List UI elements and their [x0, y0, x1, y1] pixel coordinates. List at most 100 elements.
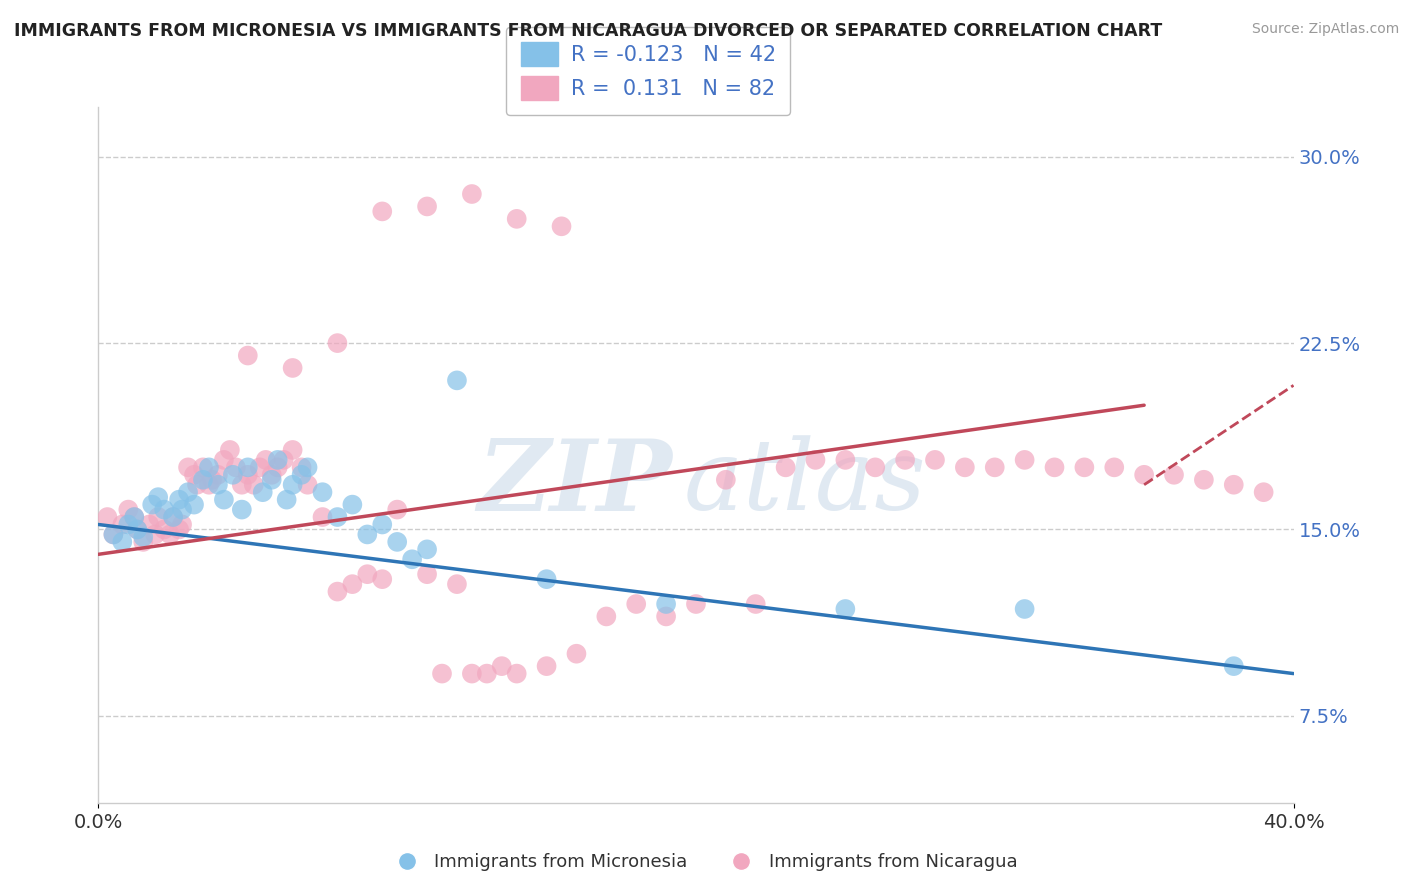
Point [231, 477, 253, 491]
Point [172, 502, 194, 516]
Point [326, 510, 349, 524]
Point [1253, 485, 1275, 500]
Point [225, 460, 247, 475]
Text: atlas: atlas [685, 435, 927, 531]
Point [236, 467, 259, 482]
Point [260, 473, 283, 487]
Point [201, 473, 224, 487]
Point [536, 659, 558, 673]
Point [894, 453, 917, 467]
Point [167, 492, 190, 507]
Point [191, 473, 214, 487]
Point [865, 460, 887, 475]
Point [162, 510, 184, 524]
Point [356, 567, 378, 582]
Point [281, 361, 304, 376]
Point [254, 453, 277, 467]
Point [775, 460, 797, 475]
Point [252, 485, 274, 500]
Point [1163, 467, 1185, 482]
Point [138, 517, 160, 532]
Point [111, 517, 134, 532]
Point [177, 460, 200, 475]
Point [953, 460, 976, 475]
Point [281, 477, 304, 491]
Point [536, 572, 558, 586]
Text: ZIP: ZIP [477, 434, 672, 531]
Point [1223, 477, 1246, 491]
Point [506, 211, 529, 226]
Legend: R = -0.123   N = 42, R =  0.131   N = 82: R = -0.123 N = 42, R = 0.131 N = 82 [506, 27, 790, 115]
Point [356, 527, 378, 541]
Point [475, 666, 498, 681]
Point [162, 510, 184, 524]
Point [191, 460, 214, 475]
Point [1073, 460, 1095, 475]
Point [297, 477, 319, 491]
Point [834, 453, 856, 467]
Point [1104, 460, 1126, 475]
Point [111, 534, 134, 549]
Point [127, 523, 149, 537]
Point [416, 199, 439, 213]
Point [177, 485, 200, 500]
Point [167, 523, 190, 537]
Point [117, 517, 139, 532]
Point [655, 597, 678, 611]
Point [714, 473, 737, 487]
Point [236, 349, 259, 363]
Text: IMMIGRANTS FROM MICRONESIA VS IMMIGRANTS FROM NICARAGUA DIVORCED OR SEPARATED CO: IMMIGRANTS FROM MICRONESIA VS IMMIGRANTS… [14, 22, 1163, 40]
Point [132, 530, 155, 544]
Point [595, 609, 617, 624]
Point [1014, 602, 1036, 616]
Point [416, 542, 439, 557]
Point [132, 534, 155, 549]
Point [207, 467, 229, 482]
Point [249, 460, 271, 475]
Point [267, 453, 290, 467]
Point [141, 498, 163, 512]
Point [291, 460, 314, 475]
Point [1043, 460, 1066, 475]
Point [311, 510, 333, 524]
Point [401, 552, 423, 566]
Point [143, 527, 166, 541]
Point [506, 666, 529, 681]
Point [1192, 473, 1215, 487]
Point [159, 527, 181, 541]
Point [96, 510, 118, 524]
Point [1133, 467, 1156, 482]
Point [371, 517, 394, 532]
Point [297, 460, 319, 475]
Point [565, 647, 588, 661]
Point [276, 492, 298, 507]
Point [231, 502, 253, 516]
Point [430, 666, 453, 681]
Point [626, 597, 648, 611]
Point [342, 577, 364, 591]
Text: Source: ZipAtlas.com: Source: ZipAtlas.com [1251, 22, 1399, 37]
Point [655, 609, 678, 624]
Point [416, 567, 439, 582]
Point [281, 442, 304, 457]
Point [212, 492, 235, 507]
Legend: Immigrants from Micronesia, Immigrants from Nicaragua: Immigrants from Micronesia, Immigrants f… [381, 847, 1025, 879]
Point [172, 517, 194, 532]
Point [260, 467, 283, 482]
Point [222, 467, 245, 482]
Point [685, 597, 707, 611]
Point [550, 219, 572, 234]
Point [745, 597, 768, 611]
Point [461, 666, 484, 681]
Point [186, 477, 208, 491]
Point [236, 460, 259, 475]
Point [342, 498, 364, 512]
Point [153, 502, 176, 516]
Point [243, 477, 266, 491]
Point [124, 510, 146, 524]
Point [198, 477, 221, 491]
Point [207, 477, 229, 491]
Point [219, 442, 242, 457]
Point [385, 534, 409, 549]
Point [148, 490, 170, 504]
